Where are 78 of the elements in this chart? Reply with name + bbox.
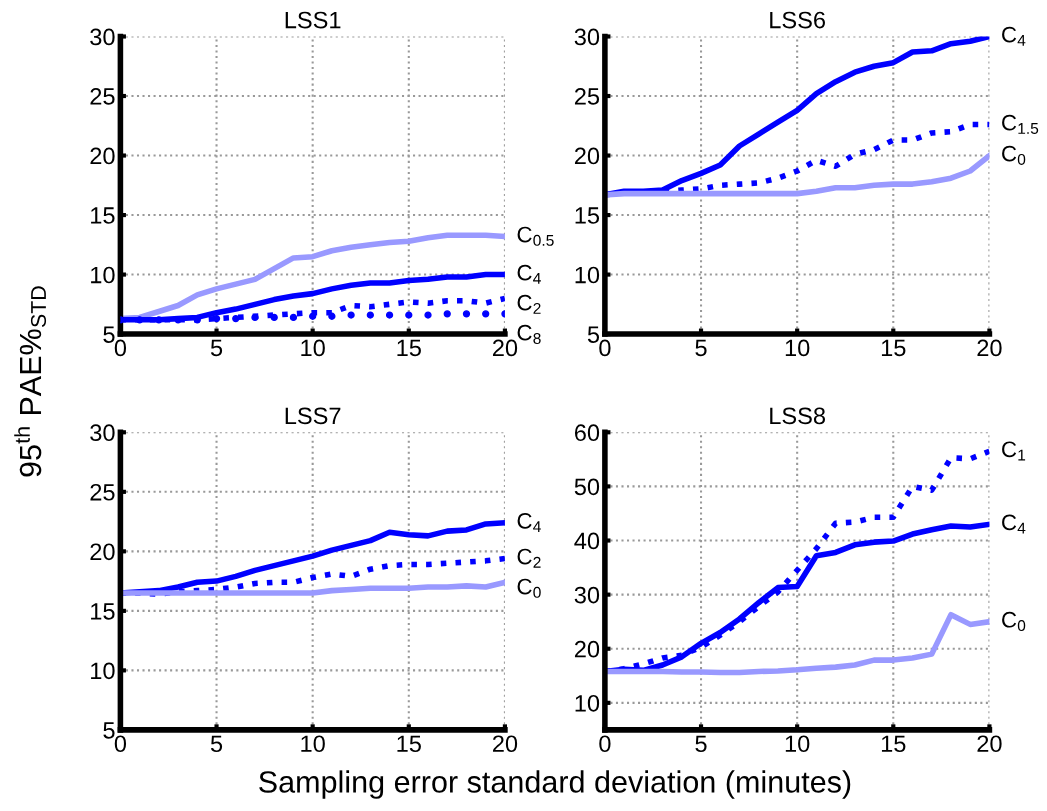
y-tick-label: 40: [574, 532, 600, 550]
x-tick-label: 20: [977, 735, 1002, 753]
chart-title: LSS1: [285, 11, 341, 29]
point: [270, 313, 278, 322]
series-label: C$_{4}$: [1002, 26, 1026, 46]
y-tick-label: 15: [575, 207, 600, 224]
y-tick-label: 20: [90, 543, 115, 561]
x-tick-label: 20: [977, 339, 1002, 357]
y-tick-label: 5: [103, 326, 115, 343]
series-label: C$_{4}$: [1002, 514, 1026, 534]
x-tick-label: 10: [301, 339, 325, 357]
x-tick-label: 20: [492, 339, 518, 357]
series-label: C$_{0.5}$: [517, 226, 554, 246]
series-label: C$_{2}$: [517, 294, 541, 314]
series-label: C$_{0}$: [1002, 611, 1026, 632]
chart-title: LSS7: [285, 407, 341, 425]
point: [328, 312, 336, 320]
x-tick-label: 5: [695, 735, 707, 753]
x-tick-label: 0: [114, 339, 127, 357]
point: [155, 316, 163, 324]
point: [424, 311, 432, 319]
point: [443, 310, 451, 318]
series-label: C$_{0}$: [1002, 145, 1026, 165]
x-tick-label: 5: [210, 339, 223, 357]
y-tick-label: 30: [90, 28, 115, 46]
x-tick-label: 15: [881, 735, 906, 753]
series-label: C$_{2}$: [517, 548, 541, 568]
series-label: C$_{0}$: [517, 578, 541, 598]
y-tick-label: 25: [574, 88, 600, 105]
series-label: C$_{4}$: [517, 264, 541, 284]
point: [462, 310, 471, 318]
y-tick-label: 30: [574, 28, 600, 46]
x-tick-label: 20: [492, 735, 518, 753]
y-tick-label: 60: [574, 424, 600, 442]
y-tick-label: 10: [91, 266, 115, 284]
series-label: C$_{4}$: [517, 512, 541, 532]
y-tick-label: 30: [90, 424, 115, 442]
y-tick-label: 20: [90, 147, 115, 165]
x-tick-label: 0: [599, 735, 611, 753]
y-tick-label: 10: [575, 266, 600, 284]
x-tick-label: 0: [599, 339, 611, 357]
y-tick-label: 20: [574, 147, 600, 165]
x-tick-label: 15: [397, 735, 421, 753]
series-label: C$_{1}$: [1002, 441, 1026, 461]
y-axis-title: 95$^{th}$ PAE%$_{STD}$: [14, 286, 47, 477]
y-tick-label: 30: [574, 586, 600, 604]
point: [405, 311, 413, 319]
chart-title: LSS6: [770, 11, 825, 29]
point: [289, 313, 298, 322]
point: [251, 313, 259, 322]
x-tick-label: 5: [695, 339, 707, 357]
point: [482, 310, 490, 318]
x-tick-label: 5: [210, 735, 223, 753]
x-tick-label: 0: [114, 735, 127, 753]
y-tick-label: 20: [574, 640, 600, 658]
y-tick-label: 5: [103, 722, 115, 739]
point: [366, 311, 374, 319]
x-tick-label: 10: [301, 735, 325, 753]
point: [232, 314, 240, 323]
y-tick-label: 5: [587, 326, 600, 343]
y-tick-label: 50: [574, 478, 600, 496]
y-tick-label: 25: [90, 88, 115, 105]
point: [309, 312, 317, 320]
chart-title: LSS8: [770, 407, 826, 425]
y-tick-label: 10: [91, 662, 115, 680]
x-tick-label: 15: [881, 339, 906, 357]
y-tick-label: 15: [91, 603, 115, 620]
x-tick-label: 10: [785, 339, 810, 357]
series-label: C$_{1.5}$: [1002, 114, 1039, 134]
y-tick-label: 15: [91, 207, 115, 224]
x-tick-label: 10: [785, 735, 810, 753]
point: [385, 311, 394, 319]
series-label: C$_{8}$: [517, 324, 541, 344]
y-tick-label: 25: [90, 483, 115, 501]
point: [347, 311, 355, 319]
x-tick-label: 15: [397, 339, 421, 357]
x-axis-title: Sampling error standard deviation (minutes): [259, 770, 851, 799]
y-tick-label: 10: [575, 694, 600, 712]
